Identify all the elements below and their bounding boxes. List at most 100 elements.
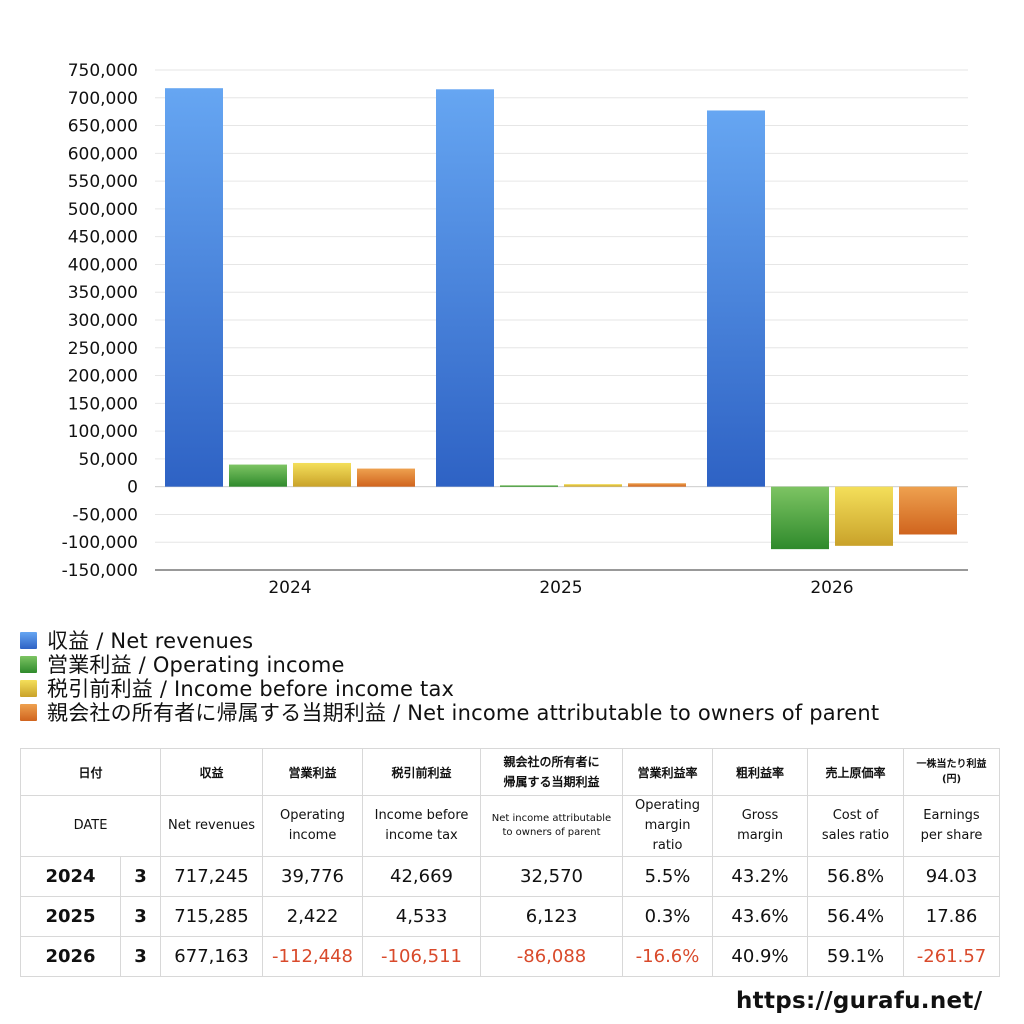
site-watermark: https://gurafu.net/ [736, 988, 983, 1014]
header-op-margin-en: Operating margin ratio [622, 795, 714, 857]
legend-item: 親会社の所有者に帰属する当期利益 / Net income attributab… [20, 700, 880, 725]
y-tick-label: -50,000 [72, 505, 138, 525]
header-cos-ratio-jp: 売上原価率 [807, 748, 905, 796]
bar-2024-series-1 [229, 464, 287, 487]
header-revenues-jp: 収益 [160, 748, 264, 796]
y-tick-label: 250,000 [68, 339, 138, 359]
header-ni-jp-line2: 帰属する当期利益 [503, 775, 600, 789]
y-tick-label: 0 [127, 478, 138, 498]
header-op-income-en-2: income [288, 828, 337, 843]
cell-ni: 32,570 [480, 856, 624, 897]
y-tick-label: 500,000 [68, 200, 138, 220]
header-cos-ratio-en-1: Cost of [832, 808, 879, 823]
legend-swatch [20, 679, 37, 697]
legend-label: 親会社の所有者に帰属する当期利益 / Net income attributab… [47, 701, 880, 725]
cell-op-income: 2,422 [262, 896, 364, 937]
bar-2024-series-3 [357, 468, 415, 487]
header-ni-jp: 親会社の所有者に 帰属する当期利益 [480, 748, 624, 796]
bar-2025-series-0 [436, 89, 494, 487]
header-eps-jp-line1: 一株当たり利益 [916, 759, 987, 770]
cell-month: 3 [119, 856, 162, 897]
cell-op-income: 39,776 [262, 856, 364, 897]
financial-table: 日付 収益 営業利益 税引前利益 親会社の所有者に 帰属する当期利益 営業利益率… [19, 748, 1001, 977]
y-tick-label: 450,000 [68, 228, 138, 248]
bar-2026-series-3 [899, 486, 957, 535]
legend-swatch [20, 631, 37, 649]
y-tick-label: -150,000 [62, 561, 138, 581]
header-op-margin-en-1: Operating [635, 798, 701, 813]
header-op-margin-en-3: ratio [652, 838, 683, 853]
legend-label: 税引前利益 / Income before income tax [47, 677, 455, 701]
header-op-income-en: Operating income [262, 795, 364, 857]
cell-eps: 94.03 [903, 856, 1001, 897]
cell-op-margin: 0.3% [622, 896, 714, 937]
y-tick-label: 50,000 [79, 450, 138, 470]
bar-2026-series-2 [835, 486, 893, 546]
legend: 収益 / Net revenues 営業利益 / Operating incom… [20, 628, 880, 725]
y-tick-label: 150,000 [68, 394, 138, 414]
cell-revenues: 677,163 [160, 936, 264, 977]
header-eps-jp: 一株当たり利益 (円) [903, 748, 1001, 796]
x-tick-label: 2025 [539, 578, 582, 598]
bar-chart: 750,000 700,000 650,000 600,000 550,000 500,0… [62, 61, 968, 598]
legend-item: 税引前利益 / Income before income tax [20, 676, 879, 701]
header-ibt-en-2: income tax [385, 828, 458, 843]
table-header-en: DATE Net revenues Operating income Incom… [19, 795, 1001, 857]
header-ni-en-2: to owners of parent [502, 827, 601, 838]
table-header-jp: 日付 収益 営業利益 税引前利益 親会社の所有者に 帰属する当期利益 営業利益率… [19, 748, 1001, 796]
bar-2024-series-0 [165, 88, 223, 487]
header-ibt-en-1: Income before [374, 808, 469, 823]
legend-item: 営業利益 / Operating income [20, 652, 879, 677]
cell-year: 2024 [20, 856, 121, 897]
cell-cos-ratio: 56.8% [807, 856, 905, 897]
cell-ibt: 42,669 [362, 856, 482, 897]
table-row: 2024 3 717,245 39,776 42,669 32,570 5.5%… [20, 856, 1001, 897]
y-tick-label: 600,000 [68, 144, 138, 164]
cell-cos-ratio: 56.4% [807, 896, 905, 937]
legend-item: 収益 / Net revenues [20, 628, 879, 653]
cell-revenues: 717,245 [160, 856, 264, 897]
header-ni-en: Net income attributable to owners of par… [480, 795, 624, 857]
header-eps-en: Earnings per share [903, 795, 1001, 857]
y-tick-label: 650,000 [68, 117, 138, 137]
header-op-income-en-1: Operating [280, 808, 346, 823]
y-tick-label: 350,000 [68, 283, 138, 303]
header-op-margin-jp: 営業利益率 [622, 748, 714, 796]
y-tick-label: 550,000 [68, 172, 138, 192]
header-eps-en-1: Earnings [923, 808, 980, 823]
header-gross-margin-en-1: Gross [741, 808, 779, 823]
header-gross-margin-en-2: margin [737, 828, 783, 843]
y-tick-label: 300,000 [68, 311, 138, 331]
cell-eps: -261.57 [903, 936, 1001, 977]
header-op-margin-en-2: margin [644, 818, 691, 833]
y-tick-label: -100,000 [62, 533, 138, 553]
cell-op-margin: 5.5% [622, 856, 714, 897]
cell-op-income: -112,448 [262, 936, 364, 977]
cell-ni: 6,123 [480, 896, 624, 937]
table-row: 2025 3 715,285 2,422 4,533 6,123 0.3% 43… [20, 896, 1001, 937]
header-cos-ratio-en-2: sales ratio [821, 828, 890, 843]
y-tick-label: 200,000 [68, 367, 138, 387]
header-date-en: DATE [19, 795, 162, 857]
bar-2025-series-1 [500, 485, 558, 487]
cell-gross-margin: 40.9% [712, 936, 809, 977]
cell-ni: -86,088 [480, 936, 624, 977]
x-tick-label: 2026 [810, 578, 853, 598]
x-tick-label: 2024 [268, 578, 311, 598]
legend-label: 営業利益 / Operating income [47, 653, 345, 677]
bar-2024-series-2 [293, 462, 351, 487]
header-ni-en-1: Net income attributable [491, 813, 612, 824]
legend-swatch [20, 703, 37, 721]
cell-ibt: -106,511 [362, 936, 482, 977]
header-gross-margin-en: Gross margin [712, 795, 809, 857]
bar-2025-series-3 [628, 483, 686, 487]
cell-gross-margin: 43.2% [712, 856, 809, 897]
cell-op-margin: -16.6% [622, 936, 714, 977]
header-gross-margin-jp: 粗利益率 [712, 748, 809, 796]
cell-cos-ratio: 59.1% [807, 936, 905, 977]
cell-ibt: 4,533 [362, 896, 482, 937]
header-eps-en-2: per share [920, 828, 983, 843]
cell-month: 3 [119, 936, 162, 977]
legend-swatch [20, 655, 37, 673]
header-ibt-jp: 税引前利益 [362, 748, 482, 796]
